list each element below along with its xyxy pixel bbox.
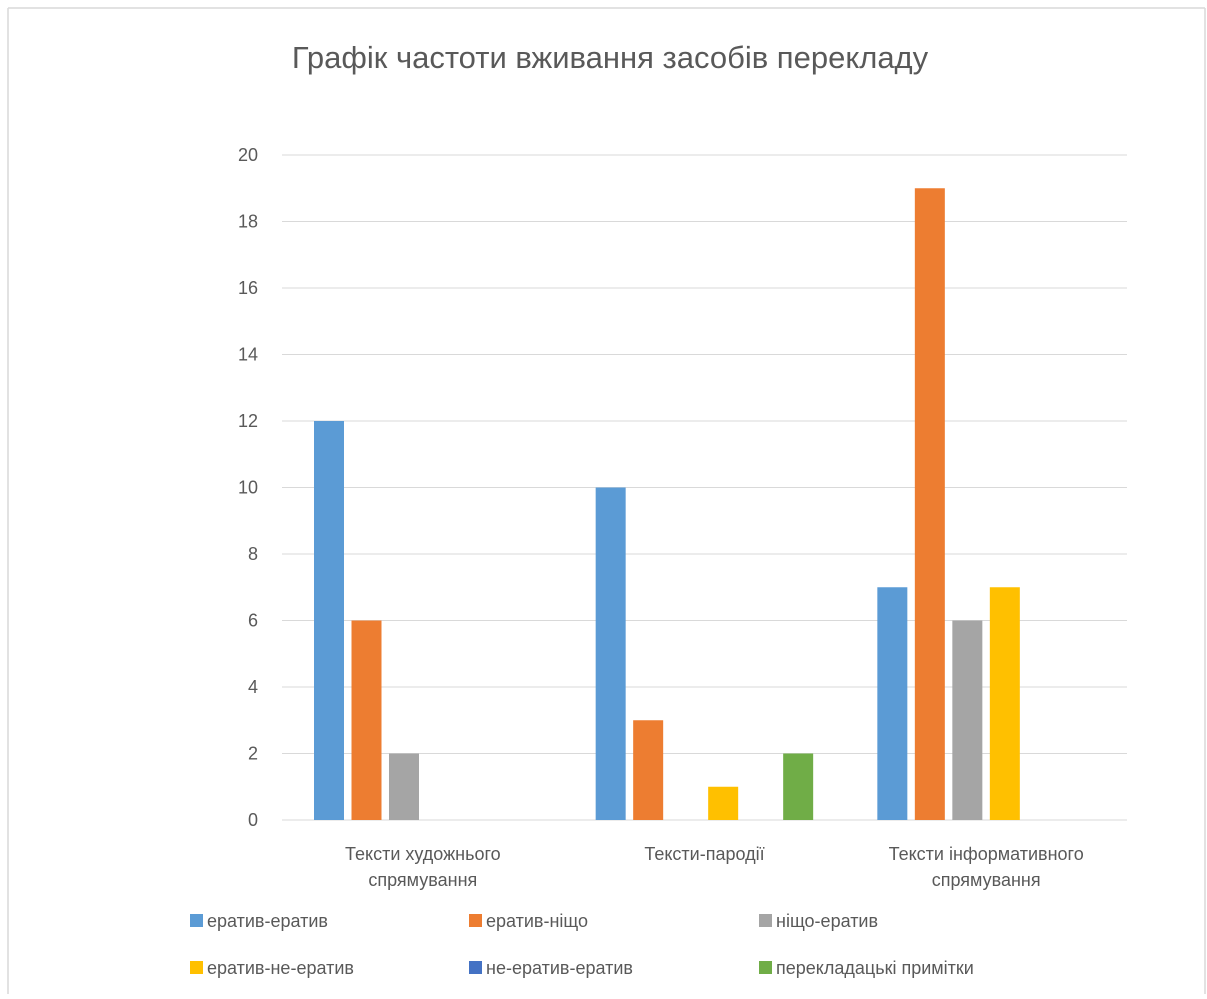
y-tick-label: 0: [248, 810, 258, 830]
bar-2-3: [914, 188, 945, 820]
y-tick-label: 16: [238, 278, 258, 298]
legend-label: ніщо-ератив: [776, 911, 878, 931]
legend-label: не-ератив-ератив: [486, 958, 633, 978]
y-tick-label: 18: [238, 212, 258, 232]
y-tick-label: 4: [248, 677, 258, 697]
bar-4-2: [708, 786, 739, 820]
legend-label: ератив-ніщо: [486, 911, 588, 931]
legend-label: ератив-ератив: [207, 911, 328, 931]
legend-item-1: ератив-ератив: [190, 911, 328, 931]
bar-2-1: [351, 620, 382, 820]
legend-item-5: не-ератив-ератив: [469, 958, 633, 978]
legend-swatch: [469, 961, 482, 974]
legend-swatch: [190, 914, 203, 927]
legend: ератив-ератив ератив-ніщо ніщо-ератив ерати…: [190, 911, 974, 978]
bar-2-2: [633, 720, 664, 820]
grid-layer: [282, 154, 1127, 821]
legend-swatch: [759, 914, 772, 927]
chart-title: Графік частоти вживання засобів переклад…: [292, 40, 929, 75]
x-tick-label: спрямування: [368, 870, 477, 890]
y-tick-label: 10: [238, 478, 258, 498]
x-tick-label: Тексти художнього: [345, 844, 501, 864]
legend-label: перекладацькі примітки: [776, 958, 974, 978]
bar-3-3: [952, 620, 983, 820]
legend-item-2: ератив-ніщо: [469, 911, 588, 931]
bar-layer: [314, 188, 1020, 820]
bar-1-2: [595, 487, 626, 820]
bar-1-3: [877, 587, 908, 820]
y-tick-label: 2: [248, 744, 258, 764]
bar-3-1: [389, 753, 419, 820]
y-tick-label: 20: [238, 145, 258, 165]
y-tick-label: 12: [238, 411, 258, 431]
bar-4-3: [989, 587, 1020, 820]
bar-1-1: [314, 421, 344, 820]
legend-item-3: ніщо-ератив: [759, 911, 878, 931]
legend-item-4: ератив-не-ератив: [190, 958, 354, 978]
y-axis-tick-labels: 0 2 4 6 8 10 12 14 16 18 20: [238, 145, 258, 830]
x-axis-tick-labels: Тексти художнього спрямування Тексти-парод…: [345, 844, 1084, 890]
x-tick-label: Тексти-пародії: [644, 844, 764, 864]
legend-item-6: перекладацькі примітки: [759, 958, 974, 978]
y-tick-label: 14: [238, 345, 258, 365]
x-tick-label: Тексти інформативного: [889, 844, 1084, 864]
bar-6-2: [783, 753, 814, 820]
y-tick-label: 8: [248, 544, 258, 564]
legend-swatch: [190, 961, 203, 974]
legend-label: ератив-не-ератив: [207, 958, 354, 978]
y-tick-label: 6: [248, 611, 258, 631]
x-tick-label: спрямування: [932, 870, 1041, 890]
legend-swatch: [759, 961, 772, 974]
legend-swatch: [469, 914, 482, 927]
